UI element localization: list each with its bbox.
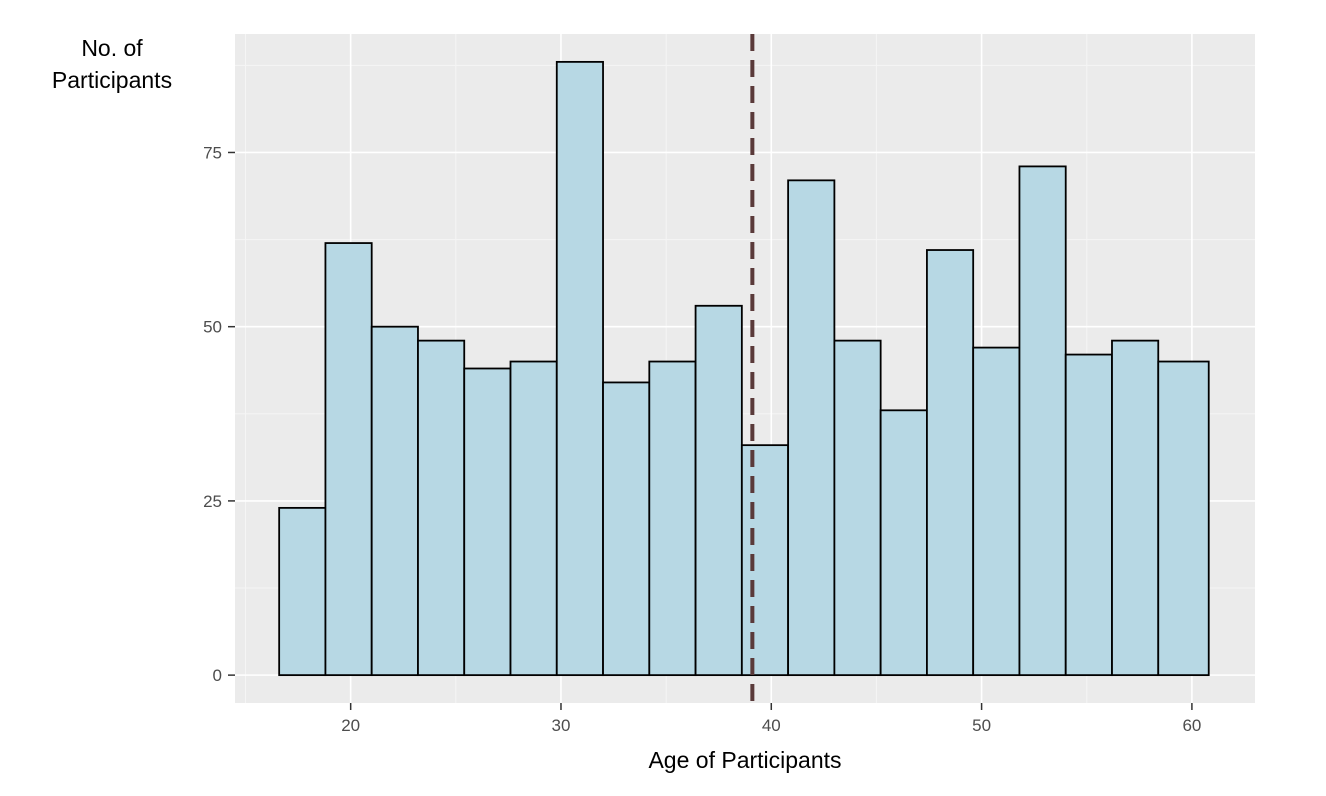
histogram-bar-18 (1064, 353, 1113, 677)
histogram-bar-12 (787, 179, 836, 677)
histogram-bar-20 (1157, 360, 1210, 677)
x-tick-label: 20 (341, 716, 360, 735)
histogram-bar-1 (278, 506, 327, 677)
y-axis-title-line-1: No. of (81, 35, 143, 61)
y-tick-label: 75 (203, 143, 222, 162)
y-tick-label: 50 (203, 318, 222, 337)
y-tick-label: 25 (203, 492, 222, 511)
y-tick-label: 0 (213, 666, 222, 685)
x-tick-label: 40 (762, 716, 781, 735)
histogram-bar-9 (648, 360, 697, 677)
y-axis: 0 25 50 75 (203, 143, 235, 685)
histogram-bar-5 (463, 367, 512, 677)
x-axis: 20 30 40 50 60 (341, 703, 1201, 735)
histogram-bar-4 (417, 339, 466, 677)
x-axis-title: Age of Participants (648, 747, 841, 773)
x-tick-label: 30 (552, 716, 571, 735)
histogram-bar-10 (694, 304, 743, 677)
histogram-bar-7 (555, 60, 604, 677)
histogram-bar-6 (509, 360, 558, 677)
histogram-bar-8 (602, 381, 651, 677)
x-tick-label: 50 (972, 716, 991, 735)
histogram-bar-2 (324, 242, 373, 677)
histogram-bar-17 (1018, 165, 1067, 677)
histogram-bar-16 (972, 346, 1021, 677)
x-tick-label: 60 (1182, 716, 1201, 735)
histogram-bar-15 (926, 249, 975, 677)
histogram-bar-13 (833, 339, 882, 677)
histogram-bar-14 (879, 409, 928, 677)
histogram-bar-19 (1111, 339, 1160, 677)
histogram-bar-11 (740, 444, 790, 677)
bars-group (278, 60, 1210, 677)
y-axis-title-line-2: Participants (52, 67, 172, 93)
histogram-bar-3 (370, 325, 419, 677)
